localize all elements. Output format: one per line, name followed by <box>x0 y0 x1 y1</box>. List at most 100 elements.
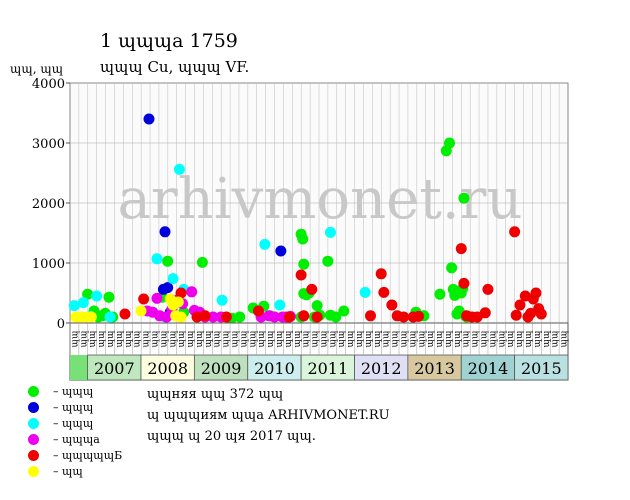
year-label: 2013 <box>414 359 455 378</box>
month-label: ɰɰ <box>488 330 498 348</box>
data-point <box>151 253 163 265</box>
month-label: ɰɰ <box>480 330 490 348</box>
month-label: ɰɰ <box>302 330 312 348</box>
month-label: ɰɰ <box>444 330 454 348</box>
legend-label: – ɰɰɰ <box>53 385 94 398</box>
data-point <box>268 311 280 323</box>
month-label: ɰɰ <box>319 330 329 348</box>
month-label: ɰɰ <box>124 330 134 348</box>
y-tick-label: 4000 <box>32 77 65 92</box>
data-point <box>482 283 494 295</box>
month-label: ɰɰ <box>293 330 303 348</box>
month-label: ɰɰ <box>177 330 187 348</box>
month-label: ɰɰ <box>239 330 249 348</box>
data-point <box>378 286 390 298</box>
legend-label: – ɰɰɰɰɰБ <box>53 449 123 462</box>
legend-swatch <box>28 466 39 477</box>
data-point <box>252 305 264 317</box>
data-point <box>175 287 187 299</box>
data-point <box>330 311 342 323</box>
year-label: 2009 <box>201 359 242 378</box>
month-label: ɰɰ <box>70 330 80 348</box>
month-label: ɰɰ <box>133 330 143 348</box>
data-point <box>413 310 425 322</box>
data-point <box>167 273 179 285</box>
year-band <box>514 354 569 381</box>
legend-swatch <box>28 386 39 397</box>
data-point <box>514 299 526 311</box>
year-band <box>247 354 302 381</box>
legend-swatch <box>28 434 39 445</box>
data-point <box>479 307 491 319</box>
month-label: ɰɰ <box>97 330 107 348</box>
data-point <box>77 297 89 309</box>
data-point <box>275 245 287 257</box>
data-point <box>359 286 371 298</box>
month-label: ɰɰ <box>159 330 169 348</box>
month-label: ɰɰ <box>506 330 516 348</box>
month-label: ɰɰ <box>373 330 383 348</box>
data-point <box>530 287 542 299</box>
data-point <box>295 269 307 281</box>
data-point <box>159 226 171 238</box>
month-label: ɰɰ <box>337 330 347 348</box>
month-label: ɰɰ <box>560 330 570 348</box>
month-label: ɰɰ <box>115 330 125 348</box>
year-band <box>193 354 249 381</box>
data-point <box>199 310 211 322</box>
month-label: ɰɰ <box>524 330 534 348</box>
data-point <box>386 299 398 311</box>
month-label: ɰɰ <box>284 330 294 348</box>
month-label: ɰɰ <box>186 330 196 348</box>
data-point <box>324 226 336 238</box>
y-tick-label: 2000 <box>32 197 65 212</box>
year-band-pre <box>70 355 88 380</box>
month-label: ɰɰ <box>79 330 89 348</box>
data-point <box>196 256 208 268</box>
year-label: 2014 <box>468 359 509 378</box>
month-label: ɰɰ <box>399 330 409 348</box>
year-label: 2012 <box>361 359 402 378</box>
data-points <box>68 113 547 324</box>
data-point <box>375 268 387 280</box>
month-label: ɰɰ <box>435 330 445 348</box>
data-point <box>306 283 318 295</box>
month-label: ɰɰ <box>417 330 427 348</box>
y-axis-label: ɰɰ, ɰɰ <box>10 62 64 76</box>
year-band <box>140 354 195 381</box>
legend-label: – ɰɰɰ <box>53 417 94 430</box>
month-label: ɰɰ <box>355 330 365 348</box>
data-point <box>220 311 232 323</box>
legend-label: – ɰɰ <box>53 465 83 478</box>
data-point <box>143 113 155 125</box>
data-point <box>283 311 295 323</box>
data-point <box>297 233 309 245</box>
year-band <box>407 354 462 381</box>
month-label: ɰɰ <box>462 330 472 348</box>
data-point <box>104 311 116 323</box>
year-band <box>460 354 516 381</box>
data-point <box>82 288 94 300</box>
data-point <box>103 291 115 303</box>
data-point <box>322 255 334 267</box>
month-label: ɰɰ <box>346 330 356 348</box>
legend-swatch <box>28 402 39 413</box>
month-label: ɰɰ <box>150 330 160 348</box>
data-point <box>509 226 521 238</box>
footer-line-average: ɰɰняя ɰɰ 372 ɰɰ <box>147 387 284 402</box>
month-label: ɰɰ <box>204 330 214 348</box>
month-label: ɰɰ <box>391 330 401 348</box>
data-point <box>162 255 174 267</box>
month-label: ɰɰ <box>168 330 178 348</box>
data-point <box>311 311 323 323</box>
data-point <box>173 163 185 175</box>
data-point <box>458 277 470 289</box>
legend-swatch <box>28 450 39 461</box>
data-point <box>338 305 350 317</box>
data-point <box>298 310 310 322</box>
year-label: 2008 <box>147 359 188 378</box>
month-label: ɰɰ <box>142 330 152 348</box>
data-point <box>311 300 323 312</box>
month-label: ɰɰ <box>275 330 285 348</box>
data-point <box>91 290 103 302</box>
